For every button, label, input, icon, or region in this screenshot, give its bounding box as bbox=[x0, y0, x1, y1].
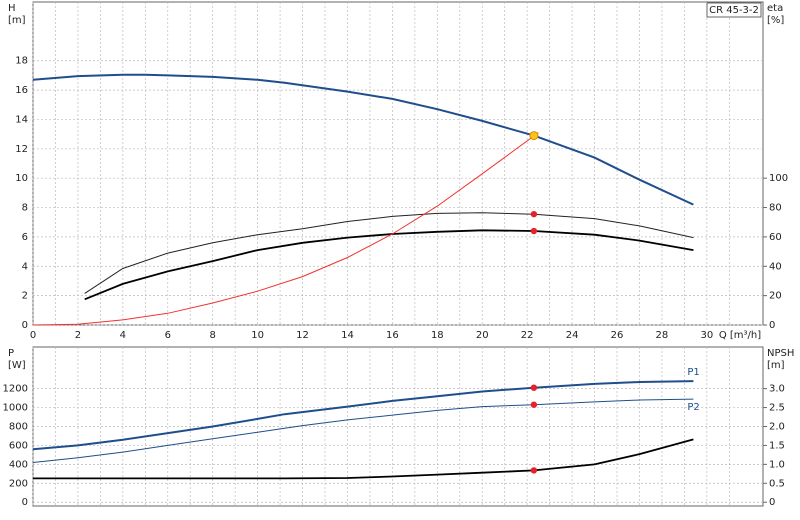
x-tick-label: 10 bbox=[251, 330, 264, 341]
x-axis-label: Q [m³/h] bbox=[719, 330, 761, 341]
y2-tick-label: 0 bbox=[769, 497, 775, 508]
y-axis-label: P bbox=[8, 348, 14, 359]
chart-title: CR 45-3-2 bbox=[709, 5, 759, 16]
y-axis-label: [m] bbox=[8, 15, 26, 26]
y-tick-label: 0 bbox=[22, 320, 28, 331]
x-tick-label: 12 bbox=[296, 330, 309, 341]
x-tick-label: 2 bbox=[75, 330, 81, 341]
y2-tick-label: 1.0 bbox=[769, 459, 785, 470]
x-tick-label: 6 bbox=[165, 330, 171, 341]
x-tick-label: 0 bbox=[30, 330, 36, 341]
y-tick-label: 400 bbox=[9, 459, 28, 470]
y2-tick-label: 40 bbox=[769, 261, 782, 272]
series-line bbox=[84, 229, 694, 301]
duty-point bbox=[530, 210, 538, 218]
x-tick-label: 4 bbox=[120, 330, 126, 341]
y2-tick-label: 20 bbox=[769, 291, 782, 302]
duty-point bbox=[529, 131, 539, 141]
x-tick-label: 28 bbox=[656, 330, 669, 341]
y2-tick-label: 2.5 bbox=[769, 403, 785, 414]
x-tick-label: 24 bbox=[566, 330, 579, 341]
duty-point bbox=[530, 467, 538, 474]
series-line bbox=[84, 212, 694, 294]
series-line bbox=[32, 73, 694, 206]
y-tick-label: 1000 bbox=[3, 403, 28, 414]
y-axis-label: H bbox=[8, 3, 16, 14]
series-label: P1 bbox=[687, 367, 699, 378]
duty-point bbox=[530, 384, 538, 391]
y2-tick-label: 2.0 bbox=[769, 422, 785, 433]
y2-tick-label: 0 bbox=[769, 320, 775, 331]
y2-tick-label: 0.5 bbox=[769, 478, 785, 489]
x-tick-label: 26 bbox=[611, 330, 624, 341]
series-line bbox=[32, 132, 539, 326]
x-tick-label: 30 bbox=[700, 330, 713, 341]
y-axis-label: [W] bbox=[8, 360, 26, 371]
y-tick-label: 600 bbox=[9, 440, 28, 451]
y2-tick-label: 60 bbox=[769, 232, 782, 243]
x-tick-label: 14 bbox=[341, 330, 354, 341]
series-line bbox=[33, 438, 694, 480]
y2-tick-label: 3.0 bbox=[769, 384, 785, 395]
series-line bbox=[32, 380, 694, 451]
series-label: P2 bbox=[687, 402, 699, 413]
duty-point bbox=[530, 401, 538, 408]
y-tick-label: 6 bbox=[22, 232, 28, 243]
y-tick-label: 800 bbox=[9, 422, 28, 433]
y-tick-label: 10 bbox=[15, 173, 28, 184]
y-tick-label: 1200 bbox=[3, 384, 28, 395]
y-tick-label: 4 bbox=[22, 261, 28, 272]
y2-axis-label: [%] bbox=[767, 15, 784, 26]
duty-point bbox=[530, 227, 538, 235]
y-tick-label: 8 bbox=[22, 203, 28, 214]
y2-tick-label: 1.5 bbox=[769, 440, 785, 451]
y-tick-label: 12 bbox=[15, 144, 28, 155]
y2-axis-label: [m] bbox=[767, 360, 785, 371]
x-tick-label: 22 bbox=[521, 330, 534, 341]
x-tick-label: 20 bbox=[476, 330, 489, 341]
series-line bbox=[32, 398, 694, 463]
y-tick-label: 16 bbox=[15, 85, 28, 96]
y2-axis-label: eta bbox=[767, 3, 783, 14]
x-tick-label: 18 bbox=[431, 330, 444, 341]
y2-tick-label: 80 bbox=[769, 203, 782, 214]
y-tick-label: 2 bbox=[22, 291, 28, 302]
y2-tick-label: 100 bbox=[769, 173, 788, 184]
title-box bbox=[706, 2, 762, 18]
y-tick-label: 200 bbox=[9, 478, 28, 489]
y2-axis-label: NPSH bbox=[767, 348, 794, 359]
y-tick-label: 14 bbox=[15, 114, 28, 125]
x-tick-label: 16 bbox=[386, 330, 399, 341]
x-tick-label: 8 bbox=[210, 330, 216, 341]
y-tick-label: 0 bbox=[22, 497, 28, 508]
y-tick-label: 18 bbox=[15, 56, 28, 67]
